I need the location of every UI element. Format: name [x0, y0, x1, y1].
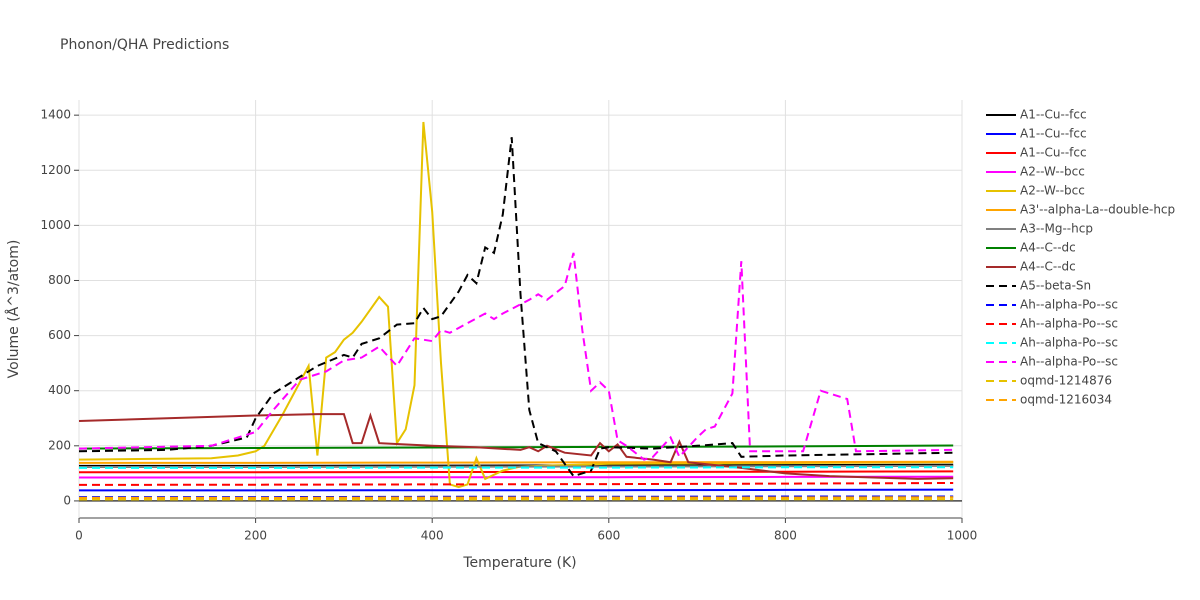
legend-label: oqmd-1216034 [1020, 393, 1112, 407]
y-tick-label: 800 [48, 273, 71, 287]
series-line [78, 137, 954, 478]
series-line [78, 252, 954, 461]
series-line [79, 488, 954, 492]
y-tick-label: 400 [48, 383, 71, 397]
series-line [79, 475, 954, 479]
x-axis-title: Temperature (K) [462, 555, 576, 571]
y-tick-label: 200 [48, 438, 71, 452]
x-tick-label: 400 [421, 529, 444, 543]
legend-label: Ah--alpha-Po--sc [1020, 336, 1118, 350]
legend-label: A2--W--bcc [1020, 165, 1085, 179]
y-tick-label: 1400 [40, 108, 71, 122]
legend-label: Ah--alpha-Po--sc [1020, 317, 1118, 331]
y-tick-label: 1200 [40, 163, 71, 177]
x-tick-label: 600 [597, 529, 620, 543]
legend-label: A4--C--dc [1020, 260, 1076, 274]
legend-label: A3--Mg--hcp [1020, 222, 1093, 236]
series-line [79, 460, 954, 464]
x-tick-label: 200 [244, 529, 267, 543]
y-tick-label: 1000 [40, 218, 71, 232]
legend-label: Ah--alpha-Po--sc [1020, 355, 1118, 369]
series-line [78, 444, 954, 450]
series-line [79, 470, 954, 474]
series-line [79, 466, 954, 469]
x-tick-label: 800 [774, 529, 797, 543]
x-tick-label: 1000 [947, 529, 978, 543]
legend-label: A1--Cu--fcc [1020, 127, 1087, 141]
legend-label: A4--C--dc [1020, 241, 1076, 255]
legend-label: A3'--alpha-La--double-hcp [1020, 203, 1175, 217]
series-line [78, 121, 954, 489]
series-line [78, 482, 954, 486]
chart-title: Phonon/QHA Predictions [60, 37, 229, 53]
y-tick-label: 600 [48, 328, 71, 342]
legend-label: oqmd-1214876 [1020, 374, 1112, 388]
legend-label: Ah--alpha-Po--sc [1020, 298, 1118, 312]
x-tick-label: 0 [75, 529, 83, 543]
legend-label: A2--W--bcc [1020, 184, 1085, 198]
y-axis-title: Volume (Å^3/atom) [5, 240, 22, 379]
legend-label: A5--beta-Sn [1020, 279, 1091, 293]
legend-label: A1--Cu--fcc [1020, 108, 1087, 122]
legend-label: A1--Cu--fcc [1020, 146, 1087, 160]
series-line [79, 496, 954, 499]
y-tick-label: 0 [63, 493, 71, 507]
